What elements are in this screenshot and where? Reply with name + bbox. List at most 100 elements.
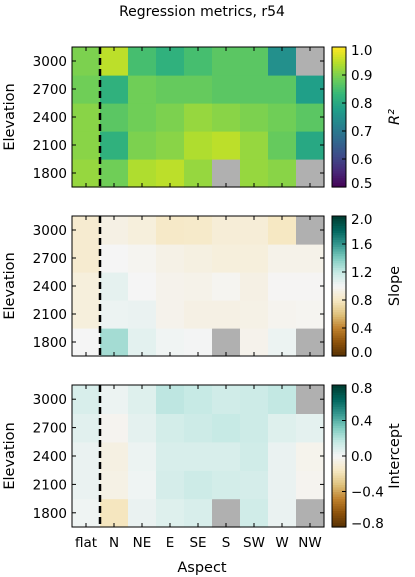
heatmap-cell <box>72 413 101 443</box>
heatmap-cell <box>100 216 129 245</box>
colorbar-segment <box>332 463 346 467</box>
colorbar-segment <box>332 304 346 308</box>
x-tick-label: NE <box>133 535 152 551</box>
colorbar-segment <box>332 288 346 292</box>
colorbar-segment <box>332 260 346 264</box>
colorbar-tick-label: 0.4 <box>351 321 372 337</box>
heatmap-cell <box>72 244 101 273</box>
colorbar-segment <box>332 63 346 67</box>
colorbar-segment <box>332 100 346 104</box>
colorbar-segment <box>332 434 346 438</box>
colorbar-segment <box>332 121 346 125</box>
colorbar-segment <box>332 77 346 81</box>
colorbar-segment <box>332 411 346 414</box>
x-tick-label: S <box>222 535 231 551</box>
colorbar-segment <box>332 145 346 148</box>
heatmap-cell <box>72 47 101 76</box>
heatmap-cell <box>240 131 269 160</box>
colorbar-segment <box>332 349 346 352</box>
heatmap-cell <box>128 328 157 357</box>
heatmap-cell <box>296 47 325 76</box>
heatmap-cell <box>212 328 241 357</box>
colorbar-segment <box>332 290 346 294</box>
colorbar-segment <box>332 75 346 78</box>
colorbar-segment <box>332 89 346 92</box>
colorbar-tick-label: 0.4 <box>351 414 372 430</box>
heatmap-cell <box>184 470 213 500</box>
colorbar-segment <box>332 279 346 282</box>
colorbar-segment <box>332 425 346 429</box>
heatmap-cell <box>240 470 269 500</box>
colorbar-segment <box>332 465 346 469</box>
colorbar-label: R² <box>387 109 403 125</box>
colorbar-segment <box>332 392 346 396</box>
heatmap-cell <box>268 131 297 160</box>
colorbar-segment <box>332 328 346 331</box>
heatmap-cell <box>156 300 185 329</box>
colorbar-segment <box>332 389 346 393</box>
colorbar-segment <box>332 517 346 521</box>
heatmap-cell <box>240 385 269 414</box>
colorbar-segment <box>332 131 346 134</box>
colorbar-segment <box>332 420 346 424</box>
heatmap-cell <box>72 159 101 188</box>
heatmap-cell <box>100 131 129 160</box>
heatmap-cell <box>72 131 101 160</box>
heatmap-cell <box>184 75 213 104</box>
heatmap-cell <box>296 159 325 188</box>
colorbar-segment <box>332 415 346 419</box>
colorbar-segment <box>332 173 346 176</box>
x-tick-label: E <box>166 535 175 551</box>
colorbar-segment <box>332 82 346 85</box>
colorbar-segment <box>332 307 346 310</box>
x-tick-label: W <box>275 535 288 551</box>
colorbar-tick-label: 0.8 <box>351 96 372 112</box>
y-tick-label: 3000 <box>33 223 67 239</box>
heatmap-cell <box>128 470 157 500</box>
colorbar-segment <box>332 119 346 123</box>
x-tick-label: flat <box>75 535 97 551</box>
heatmap-cell <box>184 216 213 245</box>
heatmap-cell <box>212 244 241 273</box>
colorbar-segment <box>332 128 346 132</box>
heatmap-cell <box>184 159 213 188</box>
colorbar-label: Slope <box>387 266 403 306</box>
heatmap-cell <box>296 103 325 132</box>
colorbar-segment <box>332 274 346 278</box>
colorbar-segment <box>332 126 346 130</box>
heatmap-cell <box>72 300 101 329</box>
colorbar-segment <box>332 500 346 504</box>
colorbar-segment <box>332 321 346 324</box>
heatmap-cell <box>100 385 129 414</box>
colorbar-segment <box>332 223 346 226</box>
colorbar-segment <box>332 138 346 141</box>
colorbar-segment <box>332 470 346 474</box>
colorbar-tick-label: 0.7 <box>351 124 372 140</box>
y-tick-label: 1800 <box>33 166 67 182</box>
y-tick-label: 3000 <box>33 392 67 408</box>
heatmap-cell <box>240 103 269 132</box>
heatmap-cell <box>156 244 185 273</box>
colorbar-segment <box>332 512 346 516</box>
colorbar-segment <box>332 344 346 348</box>
colorbar-segment <box>332 451 346 455</box>
colorbar-segment <box>332 124 346 127</box>
colorbar-segment <box>332 413 346 417</box>
y-tick-label: 2700 <box>33 82 67 98</box>
heatmap-cell <box>212 385 241 414</box>
colorbar-segment <box>332 255 346 259</box>
colorbar-segment <box>332 93 346 97</box>
colorbar-segment <box>332 293 346 296</box>
heatmap-cell <box>268 272 297 301</box>
colorbar-segment <box>332 216 346 219</box>
heatmap-cell <box>156 385 185 414</box>
colorbar-segment <box>332 482 346 485</box>
colorbar-segment <box>332 168 346 172</box>
colorbar-segment <box>332 117 346 120</box>
heatmap-cell <box>128 131 157 160</box>
colorbar-segment <box>332 241 346 245</box>
colorbar-segment <box>332 295 346 299</box>
heatmap-cell <box>72 103 101 132</box>
heatmap-cell <box>240 216 269 245</box>
colorbar-segment <box>332 272 346 275</box>
